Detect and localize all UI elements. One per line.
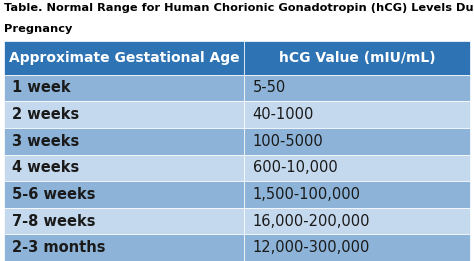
Text: 100-5000: 100-5000	[253, 134, 323, 149]
Bar	[244, 75, 470, 101]
Text: 7-8 weeks: 7-8 weeks	[12, 213, 96, 229]
Bar	[4, 41, 244, 75]
Text: 5-6 weeks: 5-6 weeks	[12, 187, 96, 202]
Bar	[244, 234, 470, 261]
Bar	[4, 128, 244, 155]
Text: 16,000-200,000: 16,000-200,000	[253, 213, 370, 229]
Bar	[4, 181, 244, 208]
Bar	[244, 155, 470, 181]
Text: 3 weeks: 3 weeks	[12, 134, 80, 149]
Bar	[244, 128, 470, 155]
Text: 12,000-300,000: 12,000-300,000	[253, 240, 370, 255]
Bar	[244, 101, 470, 128]
Bar	[244, 181, 470, 208]
Text: 4 weeks: 4 weeks	[12, 160, 80, 175]
Text: Pregnancy: Pregnancy	[4, 24, 72, 34]
Text: 2 weeks: 2 weeks	[12, 107, 80, 122]
Text: Approximate Gestational Age: Approximate Gestational Age	[9, 51, 239, 65]
Text: 40-1000: 40-1000	[253, 107, 314, 122]
Text: 2-3 months: 2-3 months	[12, 240, 106, 255]
Text: Table. Normal Range for Human Chorionic Gonadotropin (hCG) Levels During: Table. Normal Range for Human Chorionic …	[4, 3, 474, 13]
Bar	[244, 41, 470, 75]
Bar	[4, 208, 244, 234]
Bar	[4, 234, 244, 261]
Bar	[244, 208, 470, 234]
Text: hCG Value (mIU/mL): hCG Value (mIU/mL)	[279, 51, 436, 65]
Text: 1 week: 1 week	[12, 80, 71, 96]
Bar	[4, 155, 244, 181]
Bar	[4, 101, 244, 128]
Text: 600-10,000: 600-10,000	[253, 160, 337, 175]
Text: 5-50: 5-50	[253, 80, 286, 96]
Text: 1,500-100,000: 1,500-100,000	[253, 187, 361, 202]
Bar	[4, 75, 244, 101]
